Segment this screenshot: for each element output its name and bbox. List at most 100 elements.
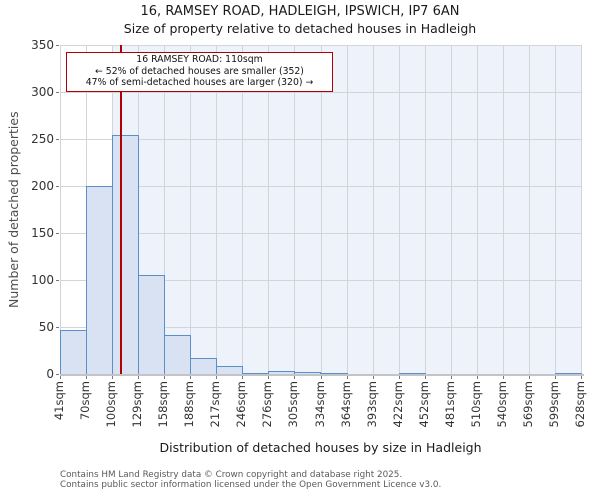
x-tick-label: 217sqm xyxy=(208,381,223,428)
x-tick-label: 628sqm xyxy=(573,381,587,428)
gridline-vertical xyxy=(476,45,478,374)
y-tick-label: 0 xyxy=(46,367,54,381)
x-tick-label: 70sqm xyxy=(78,381,93,421)
y-tick-label: 300 xyxy=(31,85,54,99)
x-tick-mark xyxy=(138,376,140,379)
x-tick-label: 422sqm xyxy=(390,381,405,428)
gridline-vertical xyxy=(164,45,166,374)
x-tick-mark xyxy=(424,376,426,379)
x-tick-mark xyxy=(190,376,192,379)
histogram-bar xyxy=(86,186,114,374)
y-tick-mark xyxy=(56,280,59,281)
gridline-vertical xyxy=(424,45,426,374)
x-tick-mark xyxy=(346,376,348,379)
x-tick-mark xyxy=(164,376,166,379)
x-tick-label: 158sqm xyxy=(156,381,171,428)
x-tick-mark xyxy=(450,376,452,379)
attribution-line-2: Contains public sector information licen… xyxy=(60,480,442,491)
y-tick-label: 150 xyxy=(31,226,54,240)
x-tick-label: 246sqm xyxy=(234,381,249,428)
gridline-vertical xyxy=(268,45,270,374)
plot-area xyxy=(60,45,582,375)
histogram-bar xyxy=(398,373,426,375)
annotation-line-1: 16 RAMSEY ROAD: 110sqm xyxy=(136,54,263,65)
x-tick-mark xyxy=(528,376,530,379)
x-tick-label: 452sqm xyxy=(416,381,431,428)
y-tick-label: 350 xyxy=(31,38,54,52)
histogram-bar xyxy=(190,358,218,374)
histogram-bar xyxy=(60,329,88,374)
y-tick-label: 50 xyxy=(38,320,54,334)
x-tick-mark xyxy=(60,376,61,379)
y-tick-label: 250 xyxy=(31,132,54,146)
x-tick-mark xyxy=(242,376,244,379)
gridline-vertical xyxy=(372,45,374,374)
gridline-vertical xyxy=(554,45,556,374)
x-tick-label: 569sqm xyxy=(520,381,535,428)
x-tick-mark xyxy=(476,376,478,379)
x-tick-label: 481sqm xyxy=(442,381,457,428)
chart-title: 16, RAMSEY ROAD, HADLEIGH, IPSWICH, IP7 … xyxy=(140,4,460,19)
x-tick-mark xyxy=(581,376,582,379)
x-tick-label: 599sqm xyxy=(546,381,561,428)
attribution-line-1: Contains HM Land Registry data © Crown c… xyxy=(60,470,403,480)
gridline-vertical xyxy=(294,45,296,374)
x-tick-label: 540sqm xyxy=(494,381,509,428)
y-tick-mark xyxy=(56,374,59,375)
y-tick-label: 200 xyxy=(31,179,54,193)
gridline-vertical xyxy=(398,45,400,374)
histogram-bar xyxy=(138,275,166,374)
annotation-line-3: 47% of semi-detached houses are larger (… xyxy=(85,77,314,89)
x-tick-label: 364sqm xyxy=(338,381,353,428)
x-tick-mark xyxy=(216,376,218,379)
x-tick-mark xyxy=(112,376,114,379)
gridline-vertical xyxy=(528,45,530,374)
x-tick-label: 129sqm xyxy=(130,381,145,428)
gridline-vertical xyxy=(320,45,322,374)
x-tick-label: 41sqm xyxy=(52,381,66,421)
annotation-box: 16 RAMSEY ROAD: 110sqm ← 52% of detached… xyxy=(66,52,333,92)
histogram-bar xyxy=(112,135,140,374)
x-tick-label: 393sqm xyxy=(364,381,379,428)
y-tick-mark xyxy=(56,327,59,328)
gridline-vertical xyxy=(502,45,504,374)
x-tick-mark xyxy=(502,376,504,379)
x-tick-mark xyxy=(554,376,556,379)
x-tick-mark xyxy=(268,376,270,379)
gridline-vertical xyxy=(242,45,244,374)
gridline-vertical xyxy=(346,45,348,374)
gridline-vertical xyxy=(581,45,582,374)
y-tick-mark xyxy=(56,233,59,234)
histogram-bar xyxy=(320,373,348,375)
histogram-bar xyxy=(164,335,192,374)
chart-subtitle: Size of property relative to detached ho… xyxy=(123,21,477,36)
x-tick-mark xyxy=(372,376,374,379)
x-tick-label: 188sqm xyxy=(182,381,197,428)
gridline-vertical xyxy=(216,45,218,374)
x-tick-mark xyxy=(398,376,400,379)
x-tick-mark xyxy=(320,376,322,379)
x-tick-label: 334sqm xyxy=(312,381,327,428)
gridline-vertical xyxy=(60,45,61,374)
gridline-vertical xyxy=(190,45,192,374)
annotation-line-2: ← 52% of detached houses are smaller (35… xyxy=(95,65,304,77)
y-tick-label: 100 xyxy=(31,273,54,287)
x-tick-label: 100sqm xyxy=(104,381,119,428)
x-tick-mark xyxy=(86,376,88,379)
histogram-bar xyxy=(216,365,244,374)
histogram-bar xyxy=(554,373,582,375)
y-axis-title: Number of detached properties xyxy=(6,111,21,308)
gridline-vertical xyxy=(450,45,452,374)
y-tick-mark xyxy=(56,45,59,46)
x-tick-label: 305sqm xyxy=(286,381,301,428)
x-axis-line xyxy=(60,374,584,376)
y-tick-mark xyxy=(56,186,59,187)
x-axis-title: Distribution of detached houses by size … xyxy=(159,440,482,455)
y-tick-mark xyxy=(56,139,59,140)
y-tick-mark xyxy=(56,92,59,93)
attribution-footer: Contains HM Land Registry data © Crown c… xyxy=(60,470,441,490)
x-tick-label: 510sqm xyxy=(468,381,483,428)
x-tick-mark xyxy=(294,376,296,379)
property-size-marker-line xyxy=(120,45,122,374)
